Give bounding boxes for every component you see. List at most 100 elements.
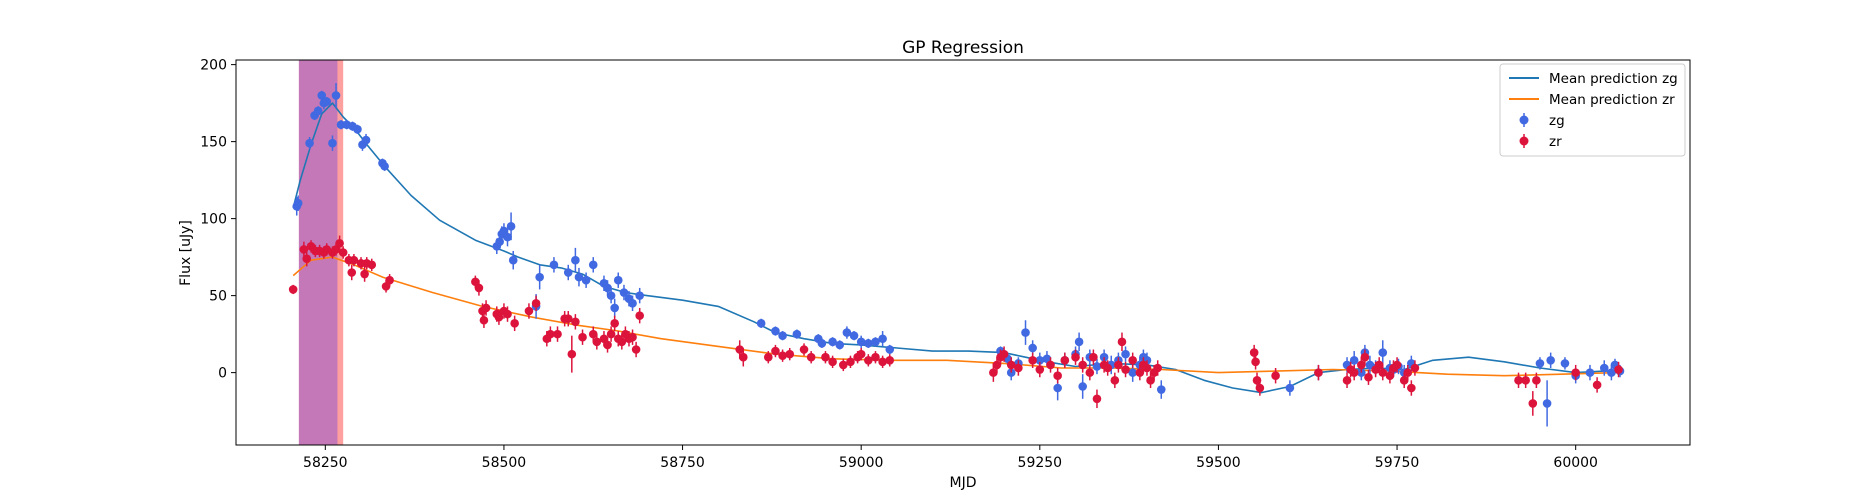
marker-zg <box>581 275 591 285</box>
marker-zr <box>563 314 573 324</box>
marker-zr <box>571 317 580 327</box>
data-point-zr <box>1521 372 1530 389</box>
data-point-zg <box>603 280 612 296</box>
data-point-zr <box>1114 357 1123 373</box>
data-point-zg <box>613 272 623 288</box>
data-point-zr <box>1006 357 1016 373</box>
data-point-zr <box>546 326 555 342</box>
data-point-zr <box>367 258 377 271</box>
marker-zr <box>785 349 795 359</box>
marker-zr <box>360 269 369 279</box>
legend-swatch-marker-zr <box>1519 136 1529 146</box>
marker-zr <box>1014 363 1023 373</box>
data-point-zr <box>1407 380 1416 396</box>
marker-zg <box>878 334 887 344</box>
marker-zr <box>302 254 312 263</box>
data-point-zr <box>1071 349 1080 365</box>
data-point-zr <box>1146 372 1155 389</box>
data-point-zg <box>1599 360 1609 376</box>
marker-zg <box>1349 356 1359 365</box>
plot-frame <box>235 59 1691 446</box>
marker-zr <box>635 311 644 320</box>
data-point-zr <box>1103 360 1112 376</box>
x-axis: 58250 58500 58750 59000 59250 59500 59750 60000 <box>303 445 1598 471</box>
marker-zg <box>535 272 544 282</box>
data-point-zg <box>1092 358 1102 375</box>
marker-zg <box>380 161 389 171</box>
marker-zg <box>856 337 866 347</box>
data-point-zg <box>328 135 337 151</box>
marker-zg <box>771 326 780 336</box>
marker-zg <box>508 255 518 265</box>
data-point-zr <box>494 309 504 325</box>
marker-zr <box>1071 352 1080 362</box>
data-point-zr <box>738 347 748 367</box>
marker-zr <box>1046 360 1055 370</box>
data-point-zr <box>1403 364 1413 381</box>
data-point-zr <box>1571 364 1580 381</box>
marker-zg <box>885 345 895 354</box>
data-point-zr <box>1085 364 1095 381</box>
data-point-zr <box>479 312 489 328</box>
marker-zr <box>1314 368 1323 377</box>
x-tick-label: 59000 <box>839 455 884 471</box>
data-point-zr <box>563 311 573 327</box>
marker-zr <box>338 248 348 257</box>
data-point-zr <box>1360 349 1370 365</box>
data-point-zg <box>828 337 837 347</box>
data-point-zr <box>360 266 369 282</box>
marker-zr <box>1121 365 1130 374</box>
data-point-zr <box>878 355 887 368</box>
data-point-zg <box>1585 364 1595 381</box>
marker-zr <box>839 360 848 370</box>
data-point-zg <box>1378 340 1388 365</box>
data-point-zr <box>1110 372 1120 389</box>
marker-zr <box>494 312 504 322</box>
data-point-zr <box>588 326 598 342</box>
marker-zg <box>619 288 629 297</box>
marker-zg <box>1035 356 1045 365</box>
marker-zr <box>1251 357 1260 367</box>
data-point-zg <box>792 329 802 339</box>
marker-zr <box>1085 368 1095 377</box>
data-point-zr <box>763 351 773 364</box>
marker-zg <box>305 138 314 148</box>
marker-zr <box>1128 356 1137 365</box>
data-point-zr <box>871 351 880 364</box>
data-point-zr <box>839 358 848 372</box>
data-point-zr <box>1378 364 1388 381</box>
marker-zr <box>763 352 773 362</box>
marker-zg <box>756 319 766 328</box>
data-point-zr <box>1342 372 1352 389</box>
data-point-zr <box>631 341 641 358</box>
data-point-zg <box>361 133 371 147</box>
data-point-zg <box>581 272 591 288</box>
data-point-zr <box>785 347 795 361</box>
marker-zr <box>628 332 637 342</box>
y-axis: 0 50 100 150 200 <box>200 58 236 382</box>
marker-zr <box>806 352 816 362</box>
marker-zg <box>571 255 580 265</box>
marker-zg <box>361 135 371 145</box>
data-point-zg <box>1546 352 1555 368</box>
marker-zr <box>1153 363 1163 373</box>
marker-zg <box>864 339 873 348</box>
data-point-zg <box>503 227 512 247</box>
data-point-zg <box>1285 380 1295 396</box>
data-point-zr <box>1060 352 1070 368</box>
data-point-zg <box>856 335 866 348</box>
marker-zr <box>799 345 809 354</box>
marker-zr <box>1103 363 1112 373</box>
data-point-zr <box>347 264 357 281</box>
marker-zg <box>503 232 512 242</box>
legend-label-mean-zr: Mean prediction zr <box>1549 92 1675 108</box>
marker-zg <box>1546 356 1555 365</box>
data-point-zg <box>588 257 598 273</box>
plot-area <box>235 59 1691 446</box>
data-point-zg <box>508 250 518 270</box>
data-point-zg <box>563 264 573 281</box>
marker-zg <box>613 275 623 285</box>
marker-zg <box>1092 362 1102 371</box>
data-point-zr <box>1089 349 1098 365</box>
